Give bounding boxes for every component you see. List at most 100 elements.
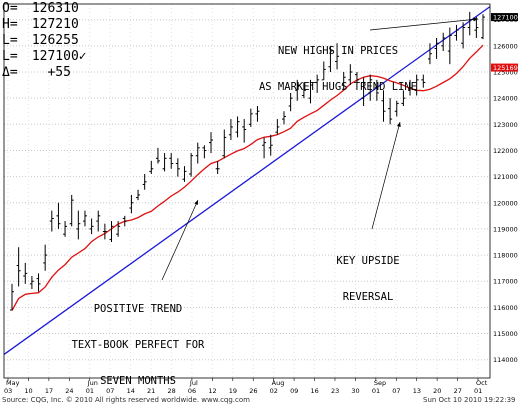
change-row: Δ= +55: [2, 65, 71, 80]
ohlc-bar: [335, 43, 340, 70]
ohlc-bar: [388, 98, 393, 125]
ohlc-bar: [408, 79, 413, 96]
price-tick-label: 123000: [493, 121, 518, 129]
price-tick-label: 118000: [493, 252, 518, 260]
key-upside-arrow: [371, 121, 401, 230]
ohlc-bar: [348, 64, 353, 86]
ohlc-bar: [10, 283, 14, 311]
price-tick-label: 119000: [493, 225, 518, 233]
ohlc-bar: [102, 223, 107, 240]
price-tick-label: 121000: [493, 173, 518, 181]
price-tick-label: 116000: [493, 304, 518, 312]
month-tick-label: Jul: [189, 379, 198, 387]
ohlc-bar: [96, 210, 101, 232]
ohlc-bar: [195, 142, 200, 164]
last-label: L=: [2, 49, 18, 64]
ohlc-bar: [222, 129, 227, 159]
moving-average-layer: [11, 44, 484, 311]
ohlc-bar: [56, 202, 61, 229]
ohlc-bar: [242, 119, 247, 143]
annotation-line: SEVEN MONTHS: [100, 375, 176, 387]
ohlc-bar: [149, 160, 154, 174]
day-tick-label: 17: [45, 387, 53, 395]
day-tick-label: 10: [24, 387, 32, 395]
ohlc-bar: [49, 210, 54, 232]
ohlc-bar: [275, 119, 280, 135]
ohlc-bar: [427, 43, 432, 65]
ohlc-bar: [82, 210, 87, 227]
ohlc-bar: [288, 92, 293, 112]
positive-trend-arrow: [161, 199, 199, 281]
day-tick-label: 24: [65, 387, 73, 395]
price-gridlines: [4, 4, 490, 378]
annotation-line: NEW HIGHS IN PRICES: [277, 45, 399, 57]
ohlc-bar: [321, 61, 326, 81]
ohlc-bar: [116, 221, 121, 237]
ohlc-bar: [354, 72, 359, 83]
ohlc-bar: [109, 221, 114, 242]
moving-average-tag-box: [491, 63, 518, 72]
day-tick-label: 16: [311, 387, 319, 395]
moving-average-line: [11, 44, 484, 311]
low-row: L= 126255: [2, 33, 79, 48]
day-tick-label: 13: [413, 387, 421, 395]
high-row: H= 127210: [2, 17, 79, 32]
month-tick-label: Aug: [272, 379, 285, 387]
annotation-arrows: [161, 17, 479, 281]
ohlc-bar: [374, 79, 379, 101]
chart-timestamp: Sun Oct 10 2010 19:22:39: [423, 396, 516, 404]
day-tick-label: 01: [474, 387, 482, 395]
ohlc-bar: [441, 32, 446, 52]
ohlc-bar: [43, 244, 48, 271]
day-tick-label: 06: [188, 387, 196, 395]
high-value: 127210: [31, 17, 79, 32]
positive-trend-arrow-head: [194, 200, 198, 205]
ohlc-bar: [23, 262, 28, 284]
ohlc-bar: [142, 174, 147, 190]
day-tick-label: 19: [229, 387, 237, 395]
ohlc-bar: [308, 79, 313, 104]
day-tick-label: 01: [372, 387, 380, 395]
price-tick-label: 117000: [493, 278, 518, 286]
annotation-line: KEY UPSIDE: [336, 255, 400, 267]
price-axis: 114000 115000 116000 117000 118000 119000 1200…: [491, 13, 518, 364]
low-value: 126255: [31, 33, 79, 48]
last-price-tag-box: [491, 13, 518, 22]
ohlc-bar: [29, 276, 34, 290]
new-highs-arrow: [369, 18, 479, 31]
last-value: 127100✓: [31, 49, 87, 64]
open-row: O= 126310: [2, 1, 79, 16]
ohlc-bar: [209, 132, 214, 154]
ohlc-bar: [361, 77, 366, 106]
open-label: O=: [2, 1, 18, 16]
last-price-tag-label: 127100: [493, 14, 518, 22]
new-highs-annotation: NEW HIGHS IN PRICES AS MARKET HUGS TREND…: [238, 21, 438, 105]
ohlc-bar: [414, 74, 419, 96]
price-tick-label: 115000: [493, 330, 518, 338]
ohlc-bar: [281, 111, 286, 125]
ohlc-bar: [341, 72, 346, 91]
plot-frame: [3, 3, 491, 379]
trend-line: [3, 6, 491, 355]
day-tick-label: 09: [290, 387, 298, 395]
price-tick-label: 114000: [493, 356, 518, 364]
day-tick-label: 14: [127, 387, 135, 395]
day-tick-label: 21: [147, 387, 155, 395]
plot-border: [3, 3, 491, 379]
ohlc-bar: [215, 160, 220, 174]
ohlc-bar: [36, 273, 41, 292]
change-value: +55: [47, 65, 71, 80]
ohlc-bar: [268, 134, 273, 156]
month-tick-label: May: [6, 379, 20, 387]
month-tick-label: Sep: [374, 379, 386, 387]
annotation-line: TEXT-BOOK PERFECT FOR: [71, 339, 205, 351]
month-tick-label: Jun: [87, 379, 98, 387]
ohlc-bar: [447, 27, 452, 65]
ohlc-bar: [169, 153, 174, 169]
price-tick-label: 126000: [493, 42, 518, 50]
ohlc-bar: [248, 108, 253, 127]
ohlc-bar: [76, 210, 81, 240]
open-value: 126310: [31, 1, 79, 16]
ohlc-bar: [328, 45, 333, 72]
